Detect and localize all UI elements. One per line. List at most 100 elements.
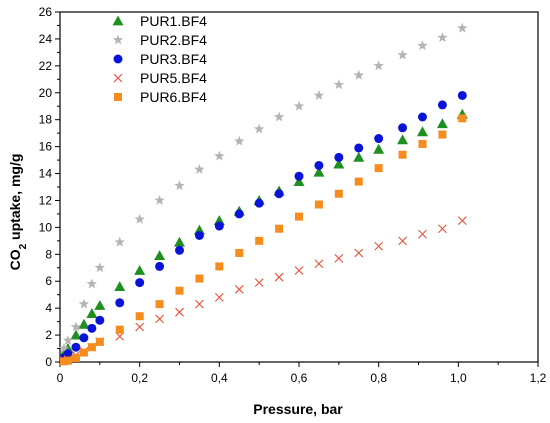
- data-point: [78, 298, 90, 309]
- data-point: [235, 248, 244, 257]
- y-tick-label: 6: [45, 274, 52, 288]
- data-point: [70, 321, 82, 332]
- data-point: [437, 32, 448, 43]
- data-point: [155, 261, 165, 271]
- plot-border: [59, 11, 539, 363]
- x-tick-label: 0,8: [370, 371, 387, 385]
- legend-marker: [112, 15, 124, 26]
- data-point: [438, 224, 447, 234]
- series-pur1-bf4: [58, 108, 468, 359]
- data-point: [58, 343, 70, 353]
- data-point: [457, 216, 467, 226]
- y-tick-label: 26: [39, 5, 53, 19]
- data-point: [71, 342, 81, 352]
- data-point: [195, 274, 204, 283]
- y-tick-label: 14: [39, 167, 53, 181]
- data-point: [274, 189, 284, 199]
- x-tick-label: 1,2: [530, 371, 547, 385]
- data-point: [195, 299, 204, 309]
- data-point: [214, 150, 225, 161]
- data-point: [115, 332, 125, 341]
- legend-marker: [112, 34, 124, 45]
- data-point: [373, 60, 384, 71]
- legend-label: PUR3.BF4: [140, 51, 207, 67]
- x-tick-label: 0,2: [131, 371, 148, 385]
- data-point: [194, 164, 205, 174]
- data-point: [135, 322, 145, 332]
- plot-frame: [59, 11, 539, 363]
- data-point: [333, 79, 345, 90]
- data-point: [314, 200, 323, 209]
- y-tick-label: 24: [39, 32, 53, 46]
- legend-marker: [114, 93, 122, 101]
- data-point: [114, 281, 126, 292]
- legend-label: PUR5.BF4: [140, 70, 207, 86]
- data-point: [314, 160, 324, 170]
- y-tick-label: 18: [39, 113, 53, 127]
- data-point: [438, 130, 447, 139]
- y-axis-title: CO2 uptake, mg/g: [7, 154, 29, 271]
- data-point: [457, 90, 467, 100]
- data-point: [334, 152, 344, 162]
- data-point: [174, 180, 185, 191]
- x-tick-label: 1,0: [450, 371, 467, 385]
- data-point: [398, 123, 408, 133]
- data-point: [374, 241, 384, 251]
- data-point: [79, 333, 89, 343]
- data-point: [135, 278, 145, 288]
- data-point: [134, 213, 145, 224]
- legend-label: PUR6.BF4: [140, 89, 207, 105]
- data-point: [254, 278, 264, 287]
- data-point: [374, 164, 383, 173]
- data-point: [115, 298, 125, 308]
- data-point: [398, 236, 407, 246]
- x-tick-label: 0,4: [211, 371, 228, 385]
- data-point: [314, 259, 324, 269]
- y-tick-label: 10: [39, 220, 53, 234]
- data-point: [293, 100, 305, 111]
- data-point: [114, 236, 125, 247]
- data-point: [175, 307, 184, 317]
- data-point: [458, 114, 467, 123]
- data-point: [275, 224, 284, 233]
- data-point: [87, 323, 97, 333]
- data-point: [95, 315, 105, 325]
- data-point: [134, 264, 146, 275]
- series-pur3-bf4: [59, 90, 467, 363]
- data-point: [234, 209, 244, 219]
- data-point: [373, 143, 385, 154]
- data-point: [274, 272, 284, 282]
- data-point: [194, 230, 204, 240]
- y-axis-title-rest: uptake, mg/g: [7, 154, 23, 244]
- y-tick-label: 0: [45, 355, 52, 369]
- data-point: [255, 236, 264, 245]
- data-point: [71, 353, 80, 362]
- data-point: [94, 299, 106, 310]
- data-point: [214, 221, 224, 231]
- data-point: [353, 69, 364, 80]
- legend-label: PUR1.BF4: [140, 13, 207, 29]
- data-point: [417, 40, 428, 51]
- data-point: [175, 286, 184, 295]
- data-point: [214, 292, 224, 302]
- data-point: [354, 177, 363, 186]
- data-point: [273, 111, 285, 122]
- data-point: [397, 134, 409, 145]
- series-pur6-bf4: [59, 114, 467, 366]
- data-point: [253, 123, 265, 134]
- data-point: [70, 329, 82, 340]
- data-point: [295, 212, 303, 221]
- data-point: [294, 266, 304, 275]
- data-point: [374, 134, 384, 144]
- data-point: [436, 118, 448, 129]
- y-tick-label: 8: [45, 247, 52, 261]
- data-point: [86, 308, 98, 318]
- data-point: [155, 314, 164, 324]
- data-point: [234, 135, 245, 146]
- data-point: [254, 198, 264, 208]
- legend-marker: [113, 73, 123, 83]
- data-point: [87, 343, 96, 352]
- data-point: [155, 300, 164, 309]
- data-point: [333, 158, 345, 169]
